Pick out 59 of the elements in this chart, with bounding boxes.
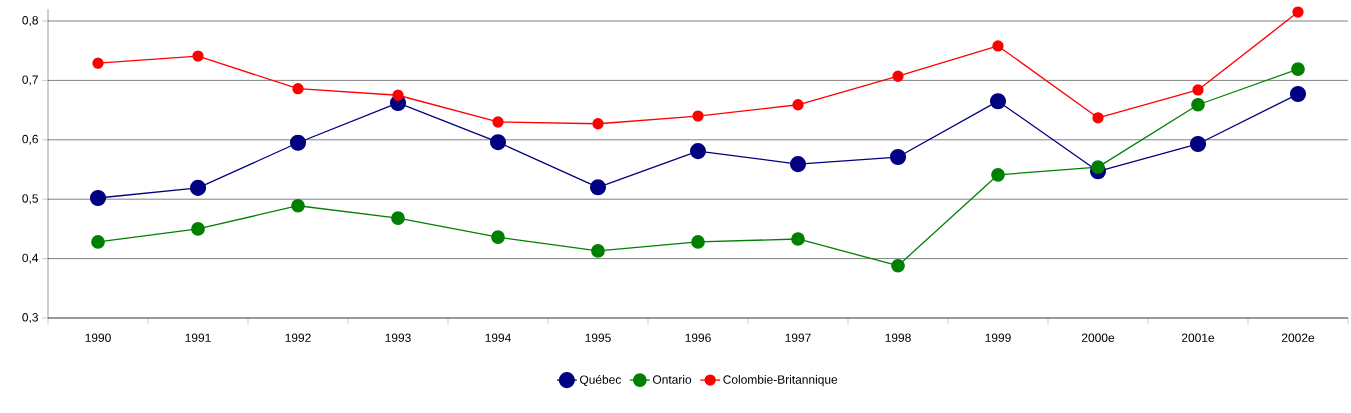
point — [1289, 86, 1307, 103]
point — [592, 118, 604, 130]
legend-label: Québec — [579, 374, 621, 387]
point — [791, 232, 805, 246]
point — [1191, 97, 1205, 112]
point — [992, 40, 1004, 52]
point — [989, 93, 1007, 110]
x-tick-label: 1992 — [285, 333, 311, 342]
x-tick-label: 2001e — [1181, 333, 1215, 342]
x-tick-label: 1999 — [985, 333, 1011, 342]
point — [1189, 135, 1207, 153]
point — [392, 89, 404, 101]
point — [289, 134, 307, 151]
point — [489, 134, 507, 151]
point — [889, 148, 907, 166]
point — [89, 189, 107, 207]
x-tick-label: 1998 — [885, 333, 911, 342]
x-tick-label: 1997 — [785, 333, 811, 342]
point — [1291, 62, 1305, 76]
x-tick-label: 1996 — [685, 333, 711, 342]
y-tick-label: 0,8 — [22, 16, 38, 26]
point — [291, 198, 305, 213]
y-tick-label: 0,3 — [22, 313, 38, 323]
point — [892, 70, 904, 82]
point — [691, 235, 705, 249]
point — [192, 50, 204, 62]
point — [891, 258, 905, 273]
x-tick-label: 2000e — [1081, 333, 1115, 342]
point — [1192, 84, 1204, 96]
point — [92, 57, 104, 69]
x-tick-label: 1995 — [585, 333, 611, 342]
x-tick-label: 1994 — [485, 333, 511, 342]
x-tick-label: 2002e — [1281, 333, 1315, 342]
point — [189, 179, 207, 196]
point — [591, 244, 605, 258]
y-tick-label: 0,5 — [22, 194, 38, 205]
point — [589, 179, 607, 196]
point — [491, 230, 505, 245]
point — [292, 83, 304, 95]
point — [692, 110, 704, 122]
x-tick-label: 1993 — [385, 333, 411, 342]
point — [991, 167, 1005, 182]
point — [492, 116, 504, 128]
point — [1091, 160, 1105, 174]
legend-label: Colombie-Britannique — [723, 375, 838, 387]
y-tick-label: 0,4 — [22, 253, 39, 264]
y-tick-label: 0,7 — [22, 75, 38, 86]
point — [191, 222, 205, 236]
point — [1092, 112, 1104, 124]
point — [689, 143, 707, 160]
point — [91, 235, 105, 249]
legend-label: Ontario — [652, 375, 692, 384]
point — [391, 211, 405, 226]
point — [792, 99, 804, 111]
x-tick-label: 1990 — [85, 333, 111, 342]
point — [1292, 6, 1304, 18]
x-tick-label: 1991 — [185, 333, 211, 342]
y-tick-label: 0,6 — [22, 134, 38, 145]
point — [789, 156, 807, 173]
